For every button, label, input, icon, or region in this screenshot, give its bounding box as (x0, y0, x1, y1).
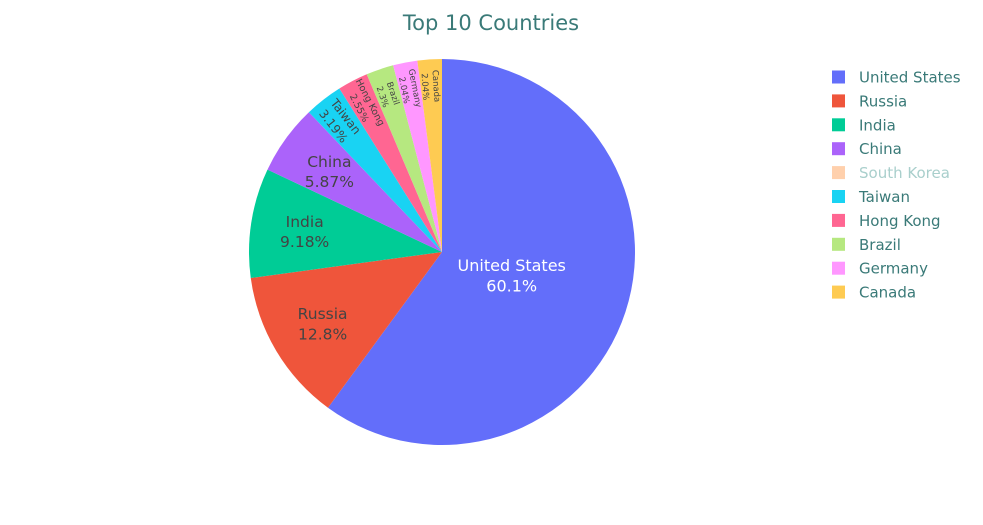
pie-slices (249, 59, 636, 446)
pie-slice-taiwan[interactable] (308, 88, 442, 253)
legend-label: United States (859, 69, 961, 87)
legend-swatch (832, 94, 845, 108)
pie-slice-russia[interactable] (250, 252, 442, 408)
legend-label: Canada (859, 284, 916, 302)
pie-slice-brazil[interactable] (366, 65, 442, 252)
slice-label-india: India 9.18% (280, 213, 329, 251)
legend-swatch (832, 261, 845, 275)
legend-item-canada[interactable]: Canada (832, 284, 916, 302)
legend-item-russia[interactable]: Russia (832, 92, 907, 110)
slice-label-russia: Russia 12.8% (298, 305, 348, 343)
slice-label-percent: 60.1% (486, 277, 537, 296)
slice-label-name: Canada (429, 70, 441, 103)
legend-item-united-states[interactable]: United States (832, 69, 961, 87)
legend-swatch (832, 213, 845, 227)
legend-label: Taiwan (858, 188, 910, 206)
legend-swatch (832, 237, 845, 251)
legend: United States Russia India China South Korea… (832, 69, 961, 302)
legend-swatch (832, 190, 845, 203)
legend-swatch (832, 166, 845, 180)
legend-item-south-korea[interactable]: South Korea (832, 164, 950, 182)
legend-item-china[interactable]: China (832, 140, 902, 158)
slice-label-percent: 12.8% (298, 325, 347, 343)
legend-label: China (859, 140, 902, 158)
slice-label-name: Russia (298, 305, 348, 323)
pie-slice-germany[interactable] (393, 60, 442, 252)
legend-item-germany[interactable]: Germany (832, 260, 928, 278)
legend-label: Hong Kong (859, 212, 941, 230)
legend-swatch (832, 118, 845, 132)
slice-label-percent: 2.04% (419, 73, 431, 101)
pie-slice-united-states[interactable] (327, 59, 636, 446)
pie-slice-hong-kong[interactable] (339, 74, 442, 253)
slice-label-percent: 9.18% (280, 233, 329, 251)
legend-swatch (832, 285, 845, 299)
slice-label-china: China 5.87% (305, 153, 354, 191)
legend-label: India (859, 116, 896, 134)
pie-slice-canada[interactable] (417, 59, 442, 252)
legend-item-taiwan[interactable]: Taiwan (832, 188, 910, 206)
pie-slice-india[interactable] (249, 169, 442, 279)
legend-label: Germany (859, 260, 928, 278)
slice-label-name: India (286, 213, 324, 231)
slice-label-name: China (307, 153, 351, 171)
legend-label: Russia (859, 92, 907, 110)
legend-item-brazil[interactable]: Brazil (832, 236, 901, 254)
slice-label-united-states: United States 60.1% (458, 256, 566, 296)
slice-label-percent: 5.87% (305, 173, 354, 191)
legend-swatch (832, 142, 845, 156)
legend-label: South Korea (859, 164, 950, 182)
chart-title: Top 10 Countries (402, 11, 579, 35)
slice-label-name: United States (458, 256, 566, 275)
legend-swatch (832, 70, 845, 84)
legend-item-hong-kong[interactable]: Hong Kong (832, 212, 941, 230)
pie-slice-labels: United States 60.1% Russia 12.8% India 9.18% C… (280, 68, 566, 343)
pie-slice-china[interactable] (267, 112, 442, 252)
legend-label: Brazil (859, 236, 901, 254)
legend-item-india[interactable]: India (832, 116, 896, 134)
